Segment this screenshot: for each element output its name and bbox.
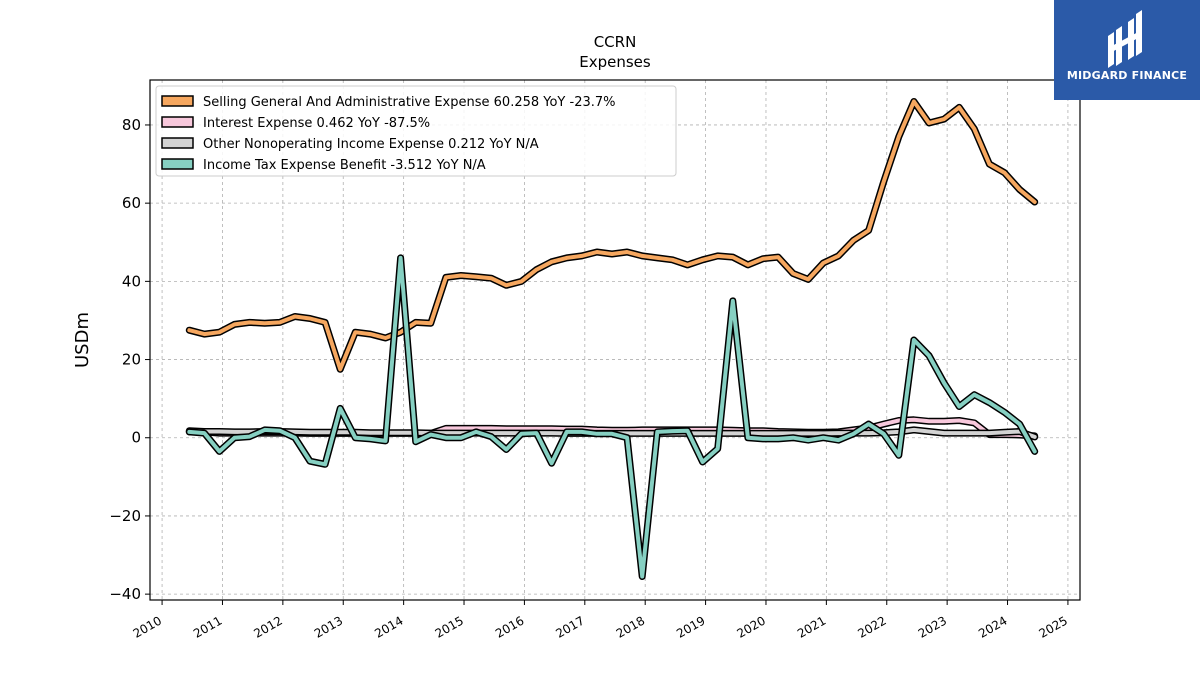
series-income-tax-expense-benefit [185, 254, 1039, 580]
y-tick-label: −20 [109, 507, 141, 525]
chart-subtitle: Expenses [579, 53, 651, 71]
x-tick-label: 2015 [433, 613, 466, 640]
y-tick-label: 0 [131, 429, 141, 447]
legend-swatch [161, 95, 194, 107]
x-tick-label: 2011 [191, 613, 224, 640]
brand-logo: MIDGARD FINANCE [1054, 0, 1200, 100]
x-tick-label: 2021 [795, 613, 828, 640]
legend-swatch [161, 137, 194, 149]
legend-label: Interest Expense 0.462 YoY -87.5% [203, 116, 430, 131]
y-axis-label: USDm [72, 312, 93, 368]
series-line [187, 255, 1037, 579]
x-tick-label: 2017 [553, 613, 586, 640]
legend-swatch [161, 158, 194, 170]
legend-label: Selling General And Administrative Expen… [203, 95, 616, 110]
plot-frame [149, 79, 1081, 601]
x-tick-label: 2013 [312, 613, 345, 640]
x-tick-label: 2020 [735, 613, 768, 640]
y-tick-label: 40 [122, 272, 141, 290]
chart-title: CCRN [594, 33, 637, 51]
legend-label: Other Nonoperating Income Expense 0.212 … [203, 137, 539, 152]
x-tick-label: 2024 [976, 613, 1009, 640]
x-tick-label: 2012 [251, 613, 284, 640]
series-line [187, 99, 1037, 372]
legend: Selling General And Administrative Expen… [155, 85, 677, 177]
y-tick-label: 60 [122, 194, 141, 212]
x-tick-label: 2019 [674, 613, 707, 640]
legend-box [155, 85, 677, 177]
series-selling-general-and-administrative-expense [185, 98, 1039, 373]
brand-logo-text: MIDGARD FINANCE [1066, 69, 1188, 82]
x-tick-label: 2014 [372, 613, 405, 640]
legend-swatch [161, 116, 194, 128]
y-tick-label: −40 [109, 585, 141, 603]
x-tick-label: 2022 [855, 613, 888, 640]
y-tick-label: 80 [122, 116, 141, 134]
x-tick-label: 2025 [1037, 613, 1070, 640]
x-tick-label: 2010 [131, 613, 164, 640]
x-tick-label: 2018 [614, 613, 647, 640]
y-tick-label: 20 [122, 351, 141, 369]
legend-label: Income Tax Expense Benefit -3.512 YoY N/… [203, 158, 486, 173]
midgard-logo-icon [1108, 10, 1142, 68]
x-tick-label: 2016 [493, 613, 526, 640]
x-tick-label: 2023 [916, 613, 949, 640]
